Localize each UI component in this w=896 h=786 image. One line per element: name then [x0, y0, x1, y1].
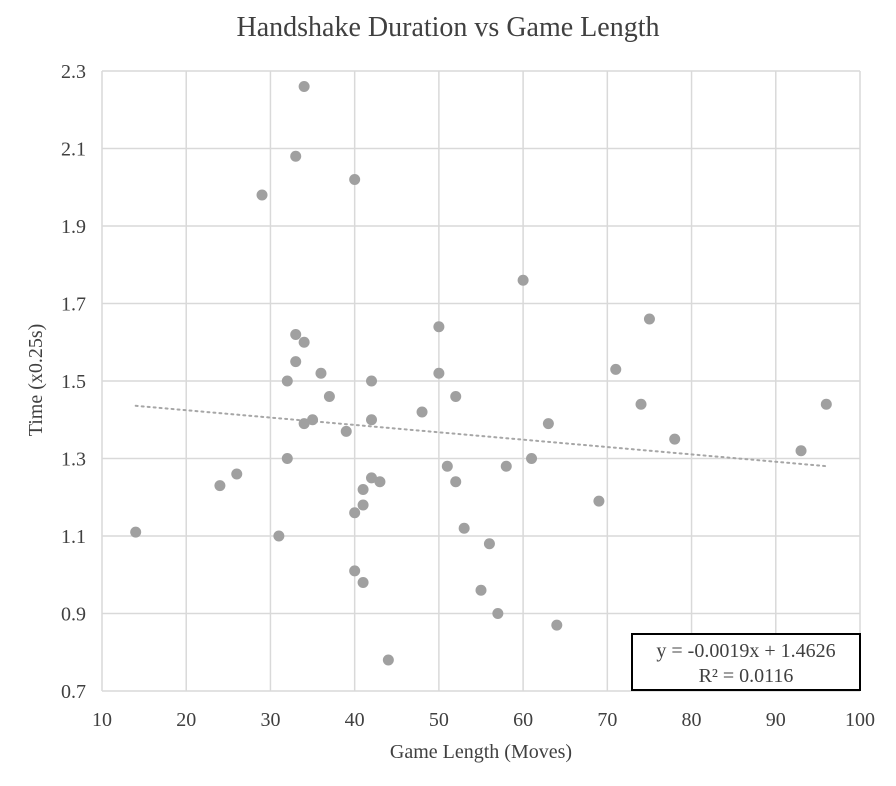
trendline-r-squared: R² = 0.0116 — [699, 665, 794, 687]
data-point — [357, 484, 369, 495]
data-point — [517, 274, 529, 286]
data-point — [349, 565, 361, 577]
data-point — [281, 453, 293, 464]
data-point — [349, 174, 361, 185]
data-point — [323, 391, 335, 402]
data-point — [820, 398, 832, 410]
data-point — [483, 538, 495, 550]
y-tick-label: 0.7 — [61, 681, 86, 703]
y-tick-label: 1.3 — [61, 449, 86, 471]
data-point — [374, 476, 386, 488]
trendline-equation: y = -0.0019x + 1.4626 — [656, 640, 835, 662]
x-tick-label: 40 — [345, 709, 365, 731]
y-tick-labels: 0.7 0.9 1.1 1.3 1.5 1.7 1.9 2.1 2.3 — [61, 61, 86, 703]
data-point — [795, 445, 807, 457]
y-axis-title: Time (x0.25s) — [25, 324, 47, 437]
y-tick-label: 2.3 — [61, 61, 86, 83]
y-tick-label: 1.9 — [61, 216, 86, 238]
data-point — [441, 460, 453, 472]
trendline-label-box: y = -0.0019x + 1.4626 R² = 0.0116 — [631, 633, 861, 691]
y-tick-label: 2.1 — [61, 139, 86, 161]
data-point — [298, 418, 310, 430]
data-point — [366, 414, 378, 426]
data-point — [130, 526, 142, 538]
data-point — [450, 476, 462, 488]
data-point — [382, 654, 394, 666]
data-point — [315, 367, 327, 379]
trendline-label-border — [631, 633, 861, 691]
data-point — [542, 418, 554, 430]
x-tick-label: 50 — [429, 709, 449, 731]
data-point — [416, 406, 428, 418]
data-point — [281, 375, 293, 387]
x-tick-label: 20 — [176, 709, 196, 731]
y-tick-label: 1.5 — [61, 371, 86, 393]
data-point — [643, 313, 655, 325]
y-tick-label: 1.7 — [61, 294, 86, 316]
y-tick-label: 1.1 — [61, 526, 86, 548]
data-points — [130, 81, 832, 666]
trendline-group — [134, 404, 828, 468]
data-point — [433, 321, 445, 333]
data-point — [357, 499, 369, 511]
data-point — [433, 367, 445, 379]
data-point — [366, 472, 378, 484]
data-point — [357, 577, 369, 588]
data-point — [307, 414, 319, 426]
data-point — [551, 619, 563, 631]
data-point — [231, 468, 243, 480]
data-point — [610, 363, 622, 375]
data-point — [273, 530, 285, 542]
x-tick-label: 70 — [597, 709, 617, 731]
x-tick-label: 100 — [845, 709, 875, 731]
data-point — [298, 336, 310, 348]
data-point — [450, 391, 462, 402]
data-point — [458, 522, 470, 534]
data-point — [298, 81, 310, 92]
chart-title: Handshake Duration vs Game Length — [237, 12, 660, 43]
x-tick-labels: 10 20 30 40 50 60 70 80 90 100 — [92, 709, 875, 731]
x-tick-label: 10 — [92, 709, 112, 731]
gridlines — [101, 70, 861, 692]
data-point — [669, 433, 681, 445]
x-tick-label: 30 — [260, 709, 280, 731]
x-tick-label: 90 — [766, 709, 786, 731]
data-point — [290, 356, 302, 368]
data-point — [290, 150, 302, 162]
data-point — [635, 398, 647, 410]
x-tick-label: 80 — [682, 709, 702, 731]
data-point — [256, 189, 268, 201]
data-point — [290, 329, 302, 340]
data-point — [366, 375, 378, 387]
x-tick-label: 60 — [513, 709, 533, 731]
data-point — [349, 507, 361, 519]
data-point — [526, 453, 538, 464]
data-point — [340, 425, 352, 437]
trendline — [134, 404, 828, 468]
x-axis-title: Game Length (Moves) — [390, 741, 572, 763]
data-point — [492, 608, 504, 619]
data-point — [593, 495, 605, 507]
data-point — [475, 584, 487, 596]
data-point — [500, 460, 512, 472]
y-tick-label: 0.9 — [61, 604, 86, 626]
data-point — [214, 480, 226, 492]
